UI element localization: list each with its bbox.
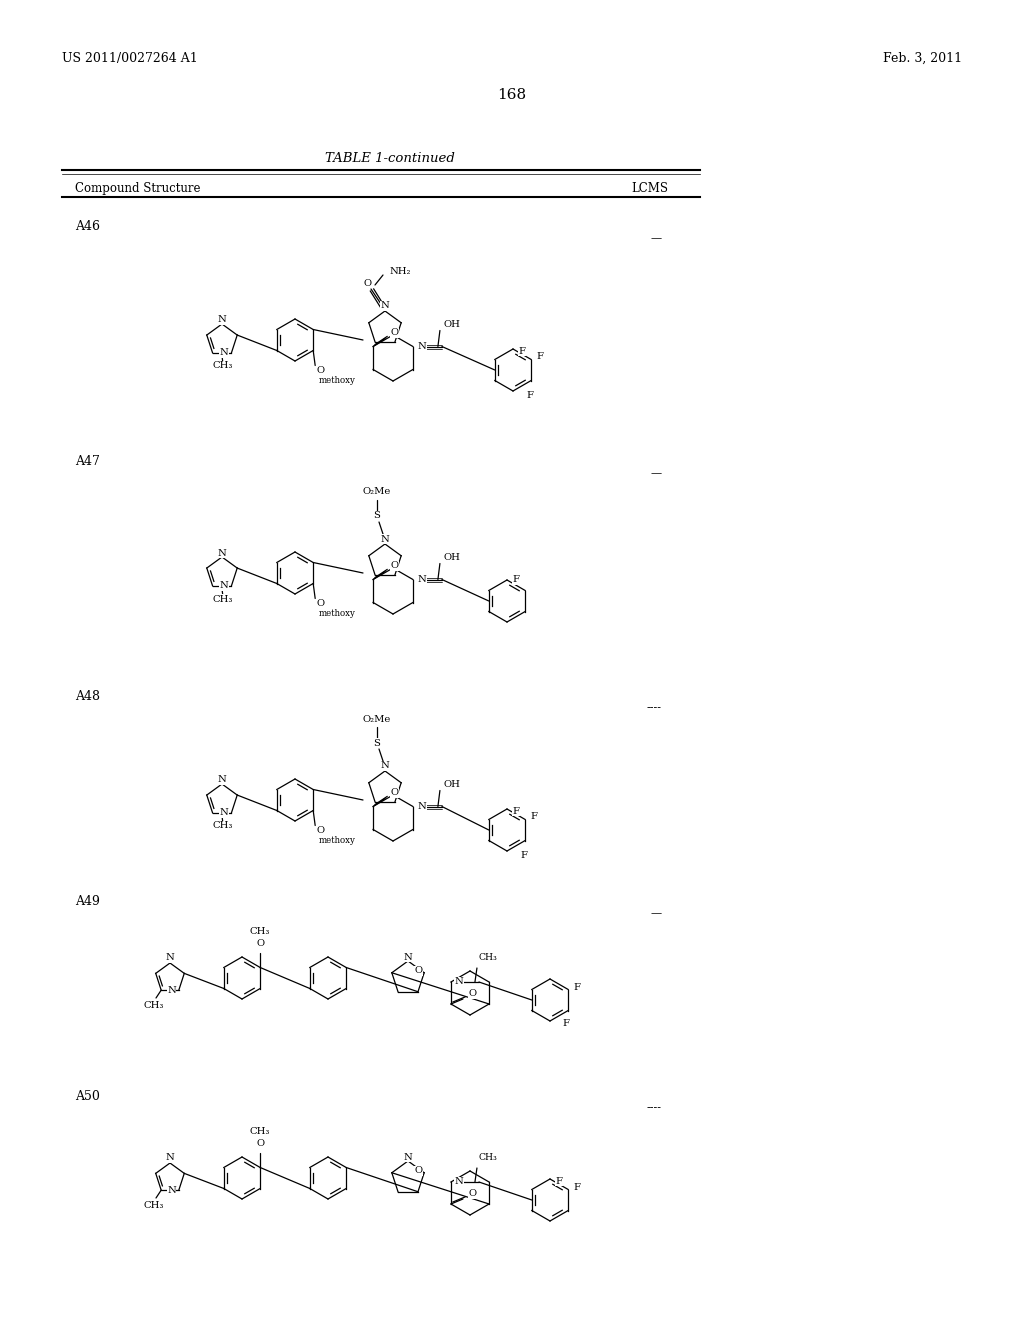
Text: US 2011/0027264 A1: US 2011/0027264 A1 [62, 51, 198, 65]
Text: ----: ---- [647, 1104, 662, 1113]
Text: —: — [651, 234, 662, 243]
Text: N: N [166, 953, 174, 962]
Text: F: F [520, 850, 527, 859]
Text: methoxy: methoxy [319, 376, 356, 385]
Text: N: N [167, 1185, 176, 1195]
Text: CH₃: CH₃ [213, 362, 233, 371]
Text: N: N [167, 986, 176, 995]
Text: OH: OH [444, 319, 461, 329]
Text: O: O [316, 366, 325, 375]
Text: N: N [220, 348, 228, 358]
Text: N: N [166, 1154, 174, 1163]
Text: F: F [537, 352, 543, 360]
Text: CH₃: CH₃ [213, 594, 233, 603]
Text: F: F [555, 1176, 562, 1185]
Text: OH: OH [444, 553, 461, 562]
Text: N: N [418, 803, 427, 810]
Text: methoxy: methoxy [319, 609, 356, 618]
Text: O: O [316, 826, 325, 836]
Text: O: O [256, 939, 264, 948]
Text: A48: A48 [75, 690, 100, 704]
Text: O: O [414, 1167, 422, 1175]
Text: N: N [418, 576, 427, 583]
Text: O: O [469, 1189, 477, 1199]
Text: N: N [218, 549, 226, 557]
Text: N: N [381, 762, 389, 771]
Text: F: F [562, 1019, 569, 1027]
Text: methoxy: methoxy [319, 836, 356, 845]
Text: N: N [381, 301, 389, 310]
Text: A50: A50 [75, 1090, 100, 1104]
Text: CH₃: CH₃ [213, 821, 233, 830]
Text: N: N [418, 342, 427, 351]
Text: O₂Me: O₂Me [362, 487, 391, 496]
Text: CH₃: CH₃ [479, 1152, 498, 1162]
Text: N: N [455, 978, 464, 986]
Text: F: F [573, 983, 581, 993]
Text: LCMS: LCMS [631, 182, 668, 195]
Text: F: F [573, 1183, 581, 1192]
Text: N: N [381, 535, 389, 544]
Text: ----: ---- [647, 704, 662, 713]
Text: —: — [651, 908, 662, 917]
Text: A46: A46 [75, 220, 100, 234]
Text: N: N [218, 776, 226, 784]
Text: F: F [526, 391, 534, 400]
Text: O: O [256, 1138, 264, 1147]
Text: CH₃: CH₃ [479, 953, 498, 962]
Text: O: O [469, 990, 477, 998]
Text: Compound Structure: Compound Structure [75, 182, 201, 195]
Text: A49: A49 [75, 895, 100, 908]
Text: CH₃: CH₃ [143, 1201, 164, 1210]
Text: O: O [390, 327, 398, 337]
Text: TABLE 1-continued: TABLE 1-continued [325, 152, 455, 165]
Text: F: F [512, 576, 519, 585]
Text: N: N [403, 1152, 413, 1162]
Text: N: N [220, 581, 228, 590]
Text: CH₃: CH₃ [250, 927, 270, 936]
Text: NH₂: NH₂ [389, 267, 411, 276]
Text: A47: A47 [75, 455, 100, 469]
Text: O: O [364, 279, 372, 288]
Text: OH: OH [444, 780, 461, 789]
Text: N: N [403, 953, 413, 961]
Text: Feb. 3, 2011: Feb. 3, 2011 [883, 51, 962, 65]
Text: O: O [390, 561, 398, 570]
Text: N: N [455, 1177, 464, 1187]
Text: 168: 168 [498, 88, 526, 102]
Text: O: O [316, 599, 325, 609]
Text: S: S [374, 738, 381, 747]
Text: S: S [374, 511, 381, 520]
Text: O: O [414, 966, 422, 975]
Text: F: F [518, 346, 525, 355]
Text: F: F [530, 812, 538, 821]
Text: —: — [651, 469, 662, 478]
Text: O: O [390, 788, 398, 797]
Text: CH₃: CH₃ [143, 1001, 164, 1010]
Text: N: N [220, 808, 228, 817]
Text: N: N [218, 315, 226, 325]
Text: F: F [512, 807, 519, 816]
Text: CH₃: CH₃ [250, 1126, 270, 1135]
Text: O₂Me: O₂Me [362, 714, 391, 723]
